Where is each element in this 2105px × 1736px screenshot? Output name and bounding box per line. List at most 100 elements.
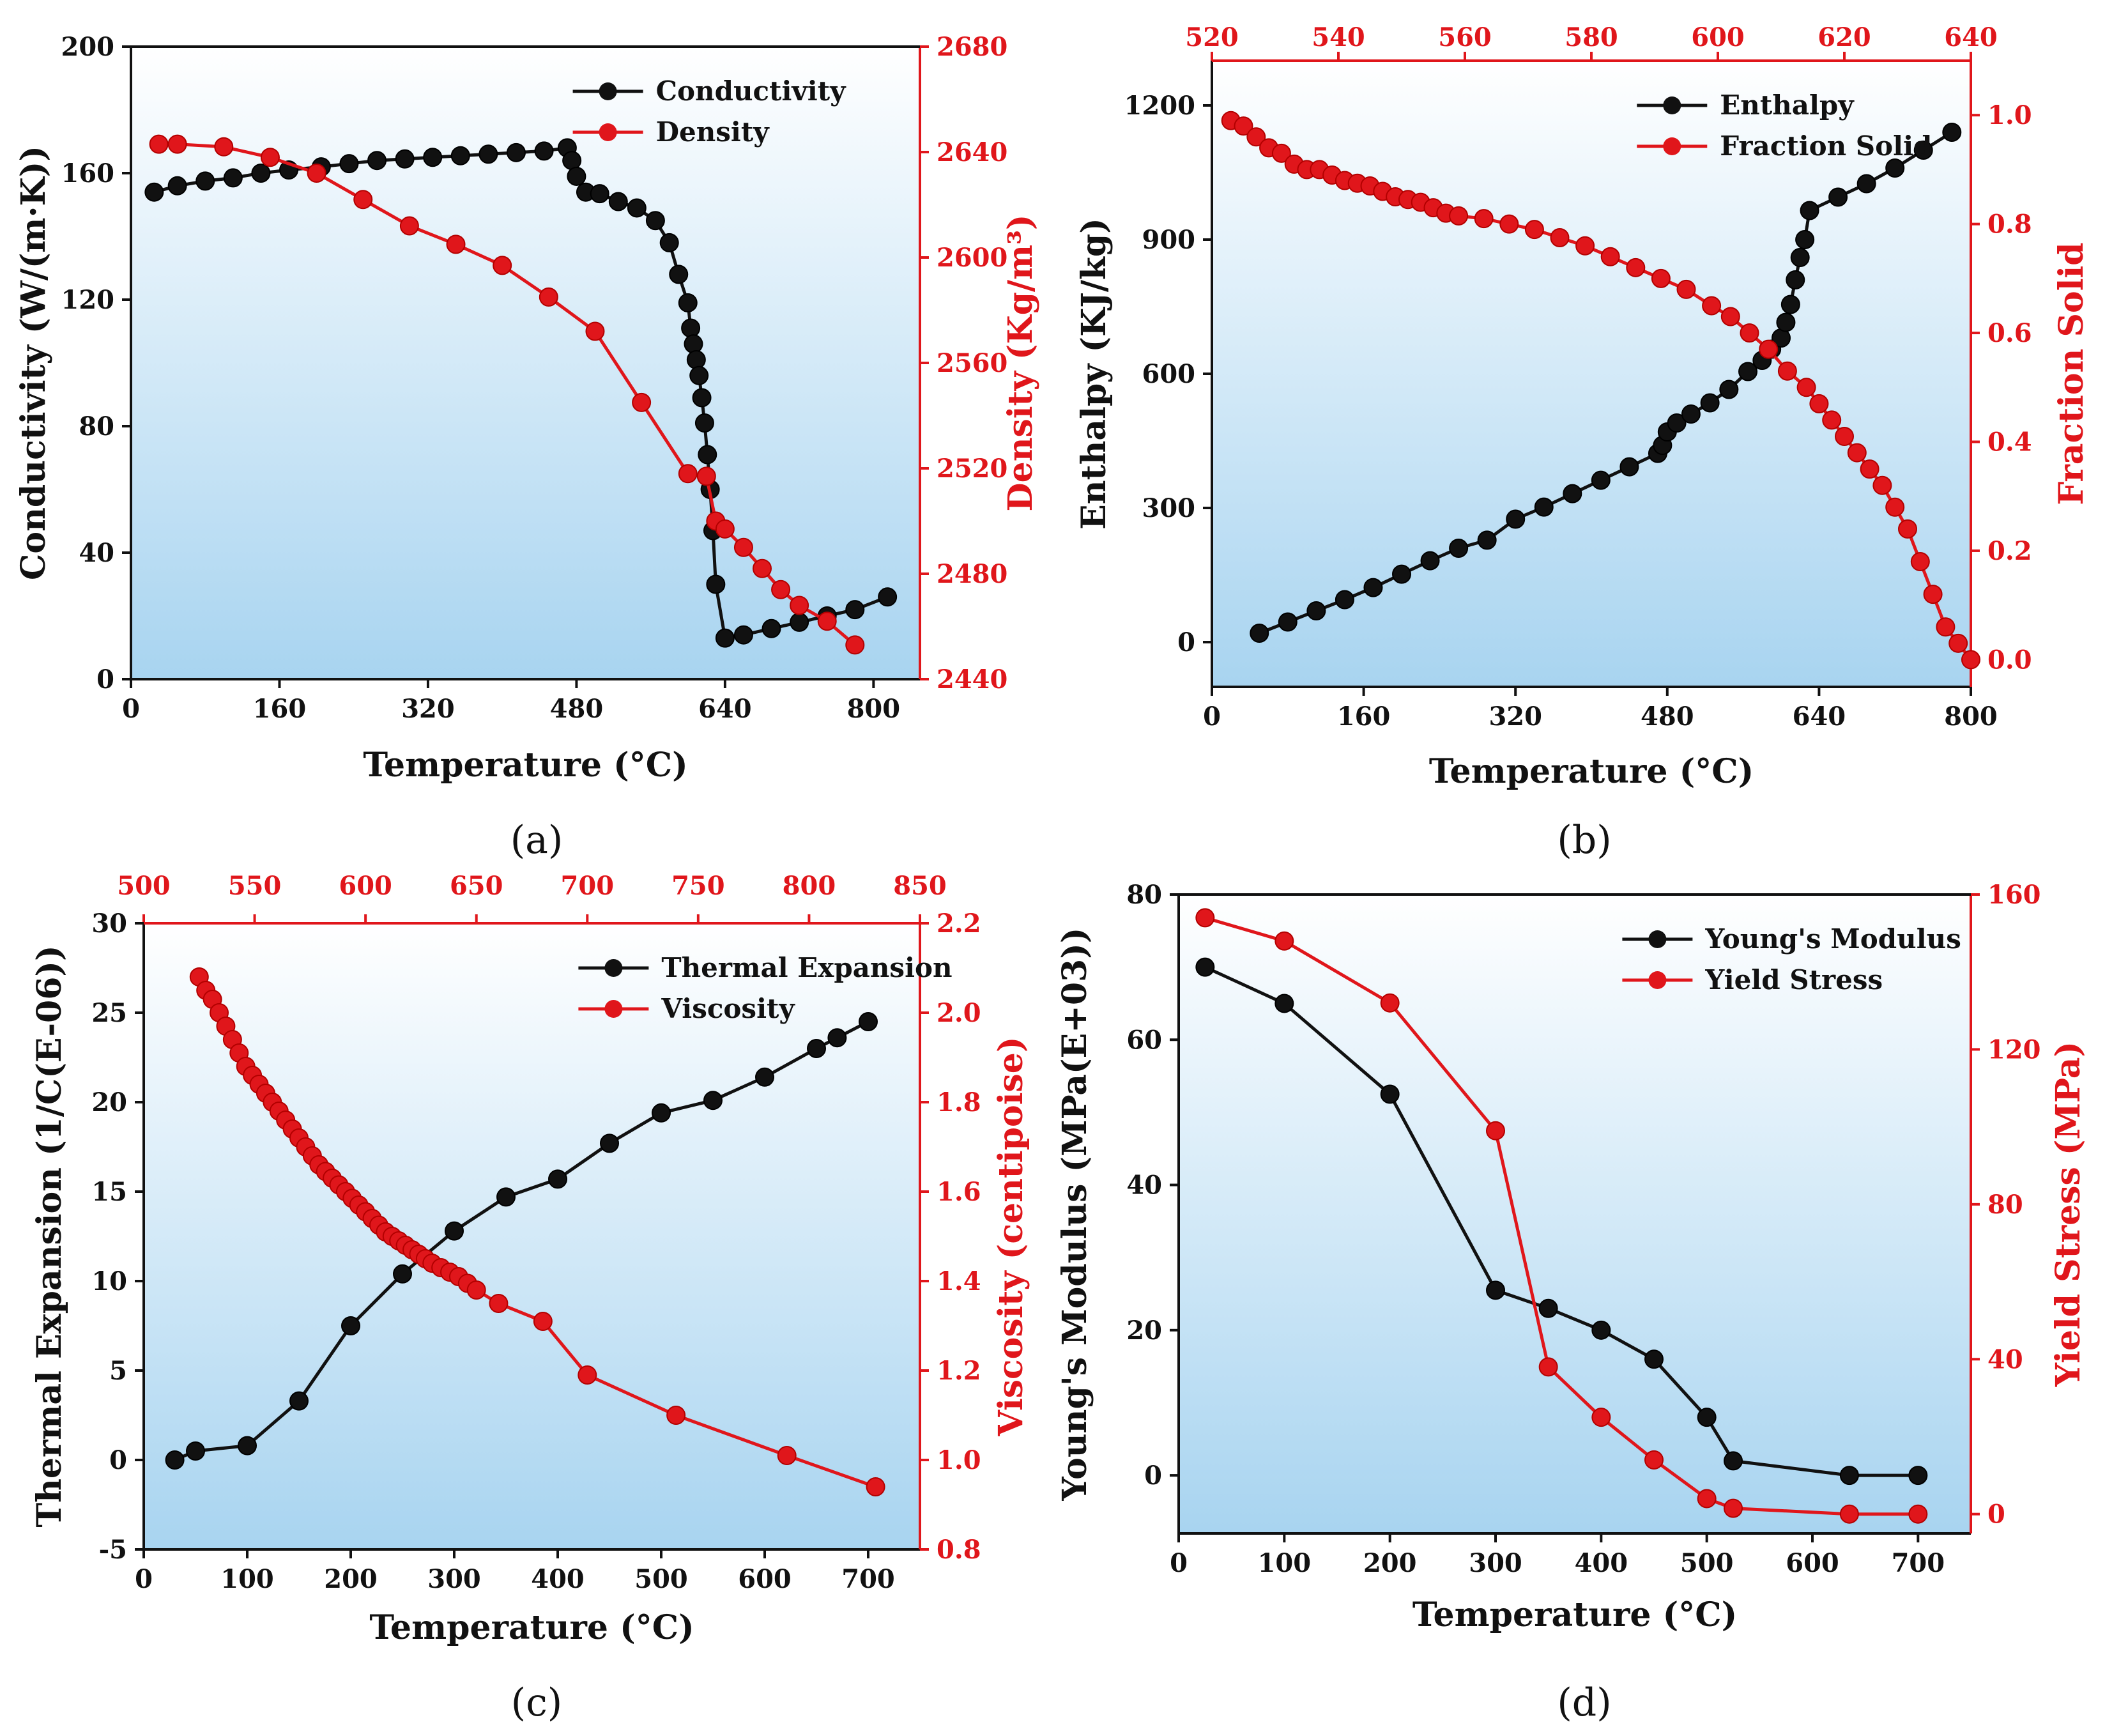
data-point <box>1363 578 1383 597</box>
data-point <box>1740 323 1759 343</box>
data-point <box>1506 509 1526 529</box>
data-point <box>251 164 271 183</box>
data-point <box>1885 497 1905 517</box>
series-line-1 <box>158 142 856 647</box>
data-point <box>1839 1466 1859 1486</box>
data-point <box>1856 174 1876 194</box>
x-tick-label: 0 <box>135 1564 153 1594</box>
legend-entry: Viscosity <box>661 993 795 1024</box>
plot-area <box>1212 61 1971 687</box>
y-left-tick-label: 20 <box>1126 1316 1162 1346</box>
data-point <box>703 1091 723 1110</box>
data-point <box>817 611 837 631</box>
data-point <box>165 1450 185 1470</box>
data-point <box>755 1067 774 1087</box>
data-point <box>1777 361 1797 381</box>
y-right-tick-label: 2600 <box>937 243 1007 273</box>
data-point <box>790 612 809 632</box>
y-left-tick-label: -5 <box>99 1535 127 1565</box>
data-point <box>1910 552 1930 571</box>
data-point <box>1271 143 1291 163</box>
x-top-tick-label: 700 <box>561 871 615 901</box>
data-point <box>395 149 415 169</box>
data-point <box>645 211 665 231</box>
y-left-tick-label: 20 <box>91 1087 127 1118</box>
panel-caption: (b) <box>1557 818 1611 863</box>
y-right-axis-title: Density (Kg/m³) <box>1001 215 1040 512</box>
data-point <box>845 635 865 655</box>
data-point <box>149 134 169 154</box>
data-point <box>1835 427 1854 446</box>
data-point <box>1626 257 1646 277</box>
data-point <box>1720 307 1740 326</box>
data-point <box>1250 624 1269 643</box>
data-point <box>715 519 735 539</box>
y-right-tick-label: 2680 <box>937 32 1007 62</box>
data-point <box>1651 268 1671 288</box>
data-point <box>845 600 865 620</box>
y-left-tick-label: 600 <box>1142 359 1196 389</box>
data-point <box>167 134 187 154</box>
data-point <box>669 265 689 284</box>
legend-entry: Density <box>656 116 770 148</box>
chart-panel-d: 0 100 200 300 400 500 600 700 0 20 40 60 80 0 40 80 120 1… <box>1055 880 2088 1725</box>
panel-caption: (c) <box>511 1680 562 1725</box>
x-top-tick-label: 540 <box>1312 22 1365 52</box>
y-right-axis-title: Yield Stress (MPa) <box>2049 1041 2088 1387</box>
y-right-tick-label: 0 <box>1987 1500 2005 1530</box>
y-left-tick-label: 120 <box>61 285 115 315</box>
x-tick-label: 800 <box>1944 702 1998 732</box>
x-tick-label: 600 <box>1786 1548 1839 1578</box>
y-right-tick-label: 2480 <box>937 559 1007 589</box>
legend-swatch-marker <box>599 123 617 141</box>
data-point <box>1278 612 1297 632</box>
data-point <box>195 171 215 191</box>
data-point <box>450 146 470 165</box>
y-right-tick-label: 0.8 <box>1987 210 2032 240</box>
data-point <box>1234 116 1253 136</box>
data-point <box>715 628 735 648</box>
data-point <box>733 537 753 557</box>
data-point <box>733 625 753 645</box>
data-point <box>1538 1298 1558 1318</box>
legend-entry: Young's Modulus <box>1704 923 1961 955</box>
data-point <box>1274 931 1294 951</box>
data-point <box>777 1446 797 1465</box>
y-left-tick-label: 5 <box>109 1356 127 1386</box>
y-left-tick-label: 15 <box>91 1177 127 1207</box>
data-point <box>1449 539 1469 558</box>
data-point <box>1195 957 1215 977</box>
data-point <box>466 1280 486 1300</box>
x-top-tick-label: 650 <box>450 871 503 901</box>
legend-swatch-marker <box>604 959 623 977</box>
y-left-tick-label: 160 <box>61 158 115 188</box>
data-point <box>1591 1320 1611 1340</box>
data-point <box>496 1187 516 1207</box>
data-point <box>1796 378 1816 397</box>
y-right-tick-label: 80 <box>1987 1190 2023 1220</box>
data-point <box>686 350 706 370</box>
data-point <box>399 216 419 236</box>
data-point <box>692 388 712 408</box>
data-point <box>1908 1466 1928 1486</box>
data-point <box>1600 247 1620 266</box>
data-point <box>223 168 243 188</box>
data-point <box>1822 410 1842 430</box>
legend-entry: Enthalpy <box>1720 89 1855 121</box>
x-tick-label: 160 <box>1337 702 1391 732</box>
x-tick-label: 200 <box>1363 1548 1417 1578</box>
x-tick-label: 600 <box>738 1564 792 1594</box>
y-left-tick-label: 900 <box>1142 225 1196 255</box>
data-point <box>1700 393 1720 413</box>
y-left-tick-label: 40 <box>1126 1171 1162 1201</box>
y-right-tick-label: 0.0 <box>1987 645 2032 675</box>
data-point <box>1534 497 1554 517</box>
data-point <box>859 1012 878 1031</box>
data-point <box>807 1039 826 1058</box>
legend-swatch-marker <box>1663 96 1681 114</box>
data-point <box>1872 475 1892 495</box>
data-point <box>1591 1408 1611 1427</box>
y-left-tick-label: 40 <box>79 538 114 568</box>
data-point <box>534 141 554 161</box>
